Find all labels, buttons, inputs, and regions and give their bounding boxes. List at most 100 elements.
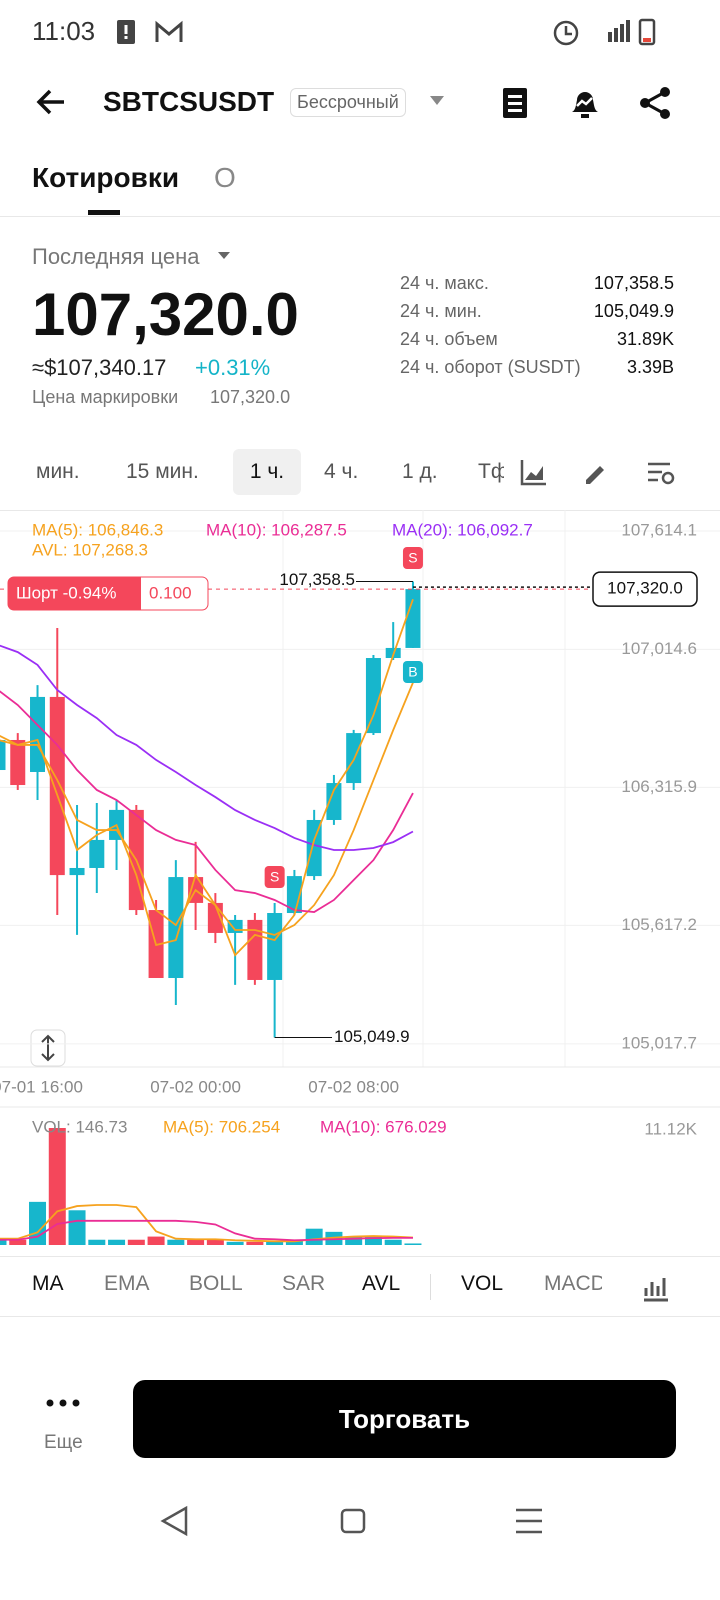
dropdown-caret[interactable] — [430, 96, 444, 106]
high-label: 107,358.5 — [279, 570, 355, 589]
volume-bar — [305, 1228, 323, 1245]
status-right-icons — [553, 18, 656, 46]
y-tick-label: 107,014.6 — [621, 639, 697, 658]
interval[interactable]: Тф — [478, 460, 504, 483]
stat-value: 105,049.9 — [593, 301, 674, 321]
stat-value: 31.89K — [616, 329, 674, 349]
legend-entry: MA(5): 706.254 — [163, 1117, 280, 1136]
indicator-tab[interactable]: MACD — [544, 1272, 602, 1295]
indicator-tab[interactable]: SAR — [282, 1272, 326, 1295]
separator — [430, 1274, 431, 1300]
position-qty: 0.100 — [149, 583, 192, 602]
status-time: 11:03 — [32, 16, 96, 46]
indicator-line — [0, 1204, 414, 1243]
y-tick-label: 106,315.9 — [621, 777, 697, 796]
indicator-tab[interactable]: BOLL — [189, 1272, 243, 1295]
volume-bar — [246, 1241, 264, 1245]
indicator-tab[interactable]: VOL — [461, 1272, 504, 1295]
volume-bar — [187, 1239, 205, 1245]
volume-bar — [88, 1239, 106, 1245]
candle-body — [405, 589, 421, 648]
indicator-tab[interactable]: MA — [32, 1272, 64, 1295]
candle-body — [306, 819, 322, 877]
volume-bar — [206, 1239, 224, 1245]
divider — [0, 510, 720, 511]
tab[interactable]: О — [214, 162, 236, 193]
volume-bar — [345, 1236, 363, 1245]
last-price-box — [592, 571, 698, 607]
legend-entry: AVL: 107,268.3 — [32, 540, 148, 559]
y-tick-label: 11.12K — [644, 1119, 697, 1138]
x-tick-label: 07-01 16:00 — [0, 1077, 83, 1096]
indicator-settings[interactable] — [642, 1274, 670, 1302]
low-label: 105,049.9 — [334, 1027, 410, 1046]
legend-entry: MA(5): 106,846.3 — [32, 520, 163, 539]
x-tick-label: 07-02 08:00 — [308, 1077, 399, 1096]
last-price: 107,320.0 — [32, 281, 299, 348]
caret — [218, 252, 230, 259]
legend-entry: MA(20): 106,092.7 — [392, 520, 533, 539]
stat-value: 107,358.5 — [593, 273, 674, 293]
candle-body — [227, 919, 243, 933]
candle-body — [168, 877, 184, 978]
kline-chart: 107,614.1 107,014.6 106,315.9 105,617.2 105,… — [0, 510, 720, 1245]
back-button[interactable] — [34, 86, 68, 118]
volume-bar — [384, 1239, 402, 1245]
nav-bar — [160, 1505, 542, 1537]
indicator-tab[interactable]: EMA — [104, 1272, 150, 1295]
interval[interactable]: 1 д. — [402, 460, 438, 483]
tab-indicator — [88, 210, 120, 215]
interval-active[interactable]: 1 ч. — [233, 449, 301, 495]
orders-icon[interactable] — [500, 86, 530, 120]
tab-active[interactable]: Котировки — [32, 162, 180, 193]
legend-entry: MA(10): 676.029 — [320, 1117, 447, 1136]
interval[interactable]: 4 ч. — [324, 460, 359, 483]
candle-body — [247, 919, 263, 980]
volume-bar — [404, 1243, 422, 1245]
volume-bar — [364, 1236, 382, 1245]
position-label: Шорт -0.94% — [16, 583, 117, 602]
alert-icon[interactable] — [568, 86, 602, 120]
more-icon[interactable] — [46, 1398, 80, 1408]
signal-badge — [402, 547, 423, 569]
stat-label: 24 ч. оборот (SUSDT) — [400, 357, 581, 377]
volume-bar — [285, 1239, 303, 1245]
interval[interactable]: мин. — [36, 460, 80, 483]
volume-bar — [167, 1239, 185, 1245]
usd-price: ≈$107,340.17 — [32, 355, 167, 380]
volume-bar — [108, 1239, 126, 1245]
volume-bar — [266, 1241, 284, 1245]
nav-back[interactable] — [160, 1505, 188, 1537]
signal-label: S — [270, 869, 279, 885]
nav-home[interactable] — [340, 1508, 366, 1534]
indicator-line — [0, 682, 414, 936]
stat-value: 3.39B — [626, 357, 674, 377]
signal-label: S — [408, 550, 417, 566]
more-label[interactable]: Еще — [44, 1432, 83, 1453]
candle-body — [69, 867, 85, 876]
indicator-tab[interactable]: AVL — [362, 1272, 401, 1295]
interval[interactable]: 15 мин. — [126, 460, 199, 483]
contract-badge[interactable]: Бессрочный — [290, 88, 406, 117]
last-price-label[interactable]: Последняя цена — [32, 244, 200, 269]
candle-body — [89, 839, 105, 868]
trade-button[interactable]: Торговать — [133, 1380, 676, 1458]
volume-title: VOL: 146.73 — [32, 1117, 127, 1136]
signal-badge — [402, 661, 423, 683]
nav-menu[interactable] — [516, 1508, 542, 1534]
candle-body — [10, 739, 26, 786]
indicator-line — [0, 598, 414, 957]
candle-body — [30, 696, 46, 772]
y-tick-label: 107,614.1 — [621, 520, 697, 539]
share-icon[interactable] — [638, 86, 672, 120]
volume-bar — [29, 1201, 47, 1245]
mark-price: 107,320.0 — [210, 387, 291, 407]
scale-icon — [41, 1034, 55, 1062]
chart-tools[interactable] — [520, 458, 680, 488]
x-tick-label: 07-02 00:00 — [150, 1077, 241, 1096]
volume-bar — [9, 1239, 27, 1245]
divider — [0, 1256, 720, 1257]
divider — [0, 216, 720, 217]
change: +0.31% — [195, 355, 271, 380]
